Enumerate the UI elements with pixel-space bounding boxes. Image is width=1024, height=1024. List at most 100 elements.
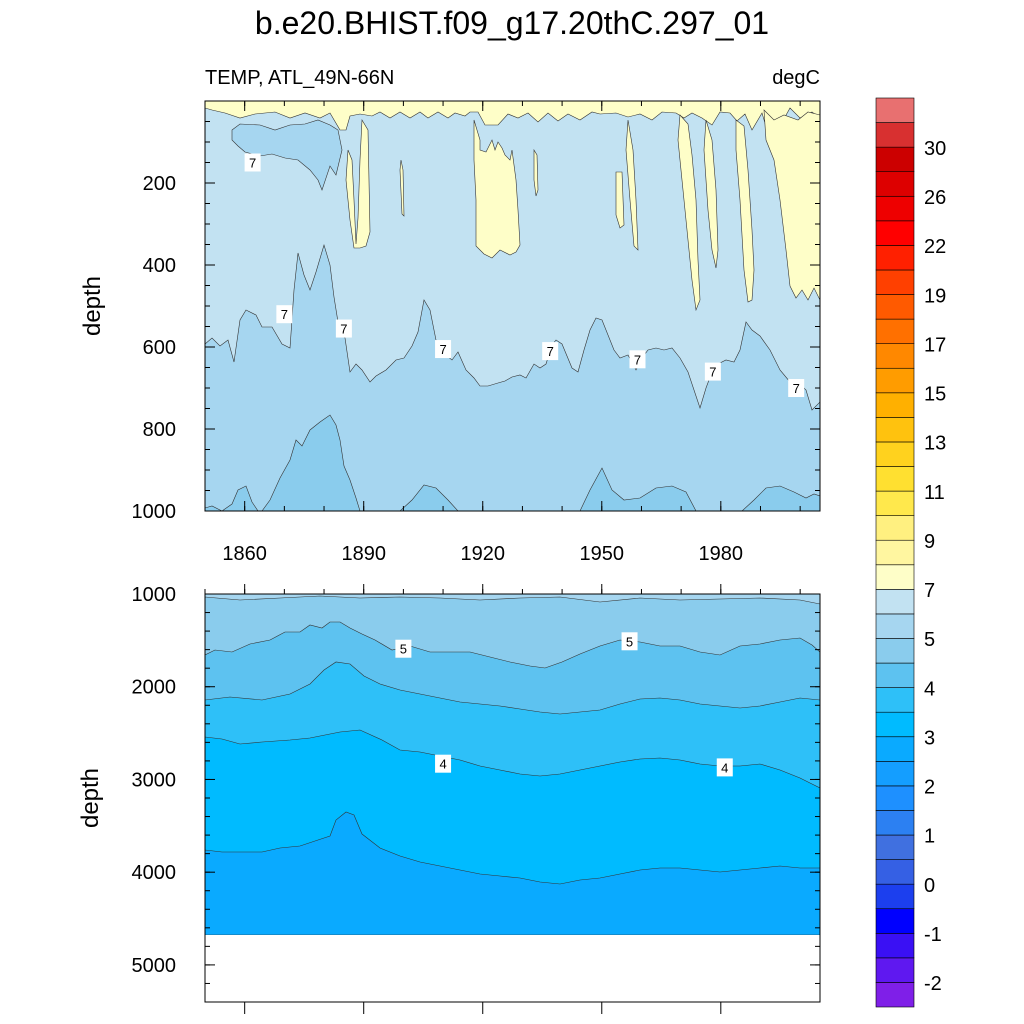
colorbar-box <box>875 171 915 197</box>
colorbar-label: 26 <box>924 187 946 209</box>
colorbar-box <box>875 564 915 590</box>
colorbar-box <box>875 490 915 516</box>
upper-xtick-label: 1890 <box>341 543 386 565</box>
colorbar-box <box>875 122 915 148</box>
colorbar-box <box>875 318 915 344</box>
colorbar-box <box>875 269 915 295</box>
lower-ytick-label: 5000 <box>132 955 177 977</box>
upper-xtick-label: 1920 <box>460 543 505 565</box>
contour-label: 5 <box>621 632 638 651</box>
colorbar-box <box>875 441 915 467</box>
colorbar-label: 4 <box>924 678 935 700</box>
upper-panel: 1860 1890 1920 1950 1980 200 400 600 800 1000 dep… <box>79 100 821 565</box>
tongue-1958 <box>625 119 639 251</box>
colorbar-label: -1 <box>924 924 942 946</box>
colorbar-box <box>875 687 915 713</box>
contour-label: 4 <box>435 754 452 773</box>
colorbar-box <box>875 638 915 664</box>
colorbar-box <box>875 245 915 271</box>
colorbar-box <box>875 982 915 1008</box>
colorbar: 30 26 22 19 17 15 13 11 9 7 5 4 3 2 1 0 -1 -2 <box>875 97 946 1008</box>
tongue-1889 <box>345 118 371 249</box>
contour-label-box <box>716 758 733 777</box>
colorbar-box <box>875 367 915 394</box>
contour-label-text: 4 <box>721 760 728 775</box>
upper-tick-labels: 1860 1890 1920 1950 1980 200 400 600 800 1000 <box>132 173 744 565</box>
tongue-1920 <box>473 119 521 259</box>
contour-label-box <box>435 340 452 359</box>
colorbar-box <box>875 761 915 787</box>
lower-ytick-label: 3000 <box>132 769 177 791</box>
no-data-region <box>205 935 820 1002</box>
colorbar-box <box>875 220 915 246</box>
colorbar-box <box>875 810 915 836</box>
colorbar-label: 19 <box>924 285 946 307</box>
upper-ytick-label: 600 <box>143 337 176 359</box>
band-5-6-a <box>261 414 361 511</box>
contour-label: 7 <box>542 342 559 361</box>
contour-label-box <box>335 319 352 338</box>
contour-label: 7 <box>629 350 646 369</box>
colorbar-label: -2 <box>924 973 942 995</box>
tongue-1934 <box>533 148 539 197</box>
upper-contour-fills <box>205 101 820 511</box>
band-5-6-c <box>399 484 459 511</box>
colorbar-label: 7 <box>924 580 935 602</box>
colorbar-box <box>875 294 915 320</box>
upper-xtick-label: 1980 <box>699 543 744 565</box>
contour-label-text: 7 <box>249 156 256 171</box>
colorbar-box <box>875 466 915 492</box>
colorbar-box <box>875 908 915 934</box>
colorbar-box <box>875 957 915 983</box>
contour-label-text: 7 <box>281 307 288 322</box>
colorbar-box <box>875 146 915 173</box>
band-warm-surface <box>205 101 820 141</box>
lower-ytick-label: 4000 <box>132 862 177 884</box>
upper-ylabel: depth <box>79 276 106 336</box>
upper-ticks <box>204 101 820 512</box>
colorbar-box <box>875 736 915 762</box>
colorbar-box <box>875 662 915 688</box>
colorbar-label: 9 <box>924 531 935 553</box>
colorbar-box <box>875 417 915 443</box>
contour-label: 5 <box>395 639 412 658</box>
contour-label-text: 7 <box>634 352 641 367</box>
colorbar-label: 15 <box>924 384 946 406</box>
contour-label-text: 4 <box>439 757 446 772</box>
colorbar-box <box>875 589 915 615</box>
colorbar-label: 22 <box>924 236 946 258</box>
colorbar-box <box>875 539 915 566</box>
contour-label-text: 5 <box>626 634 633 649</box>
contour-label: 7 <box>704 362 721 381</box>
lower-ytick-label: 1000 <box>132 584 177 606</box>
lower-contour-fills <box>205 594 820 1002</box>
upper-xtick-label: 1860 <box>222 543 267 565</box>
tongue-1955 <box>615 171 625 229</box>
colorbar-box <box>875 711 915 738</box>
contour-label: 7 <box>276 305 293 324</box>
contour-label-box <box>621 632 638 651</box>
contour-label-box <box>395 639 412 658</box>
colorbar-box <box>875 195 915 222</box>
upper-contour-labels: 7 7 7 7 7 7 7 7 <box>244 153 805 397</box>
lower-contour-labels: 5 5 4 4 <box>395 632 733 777</box>
colorbar-label: 17 <box>924 334 946 356</box>
colorbar-label: 0 <box>924 875 935 897</box>
contour-label: 7 <box>335 319 352 338</box>
contour-label-box <box>542 342 559 361</box>
contour-label-text: 7 <box>340 322 347 337</box>
colorbar-label: 1 <box>924 826 935 848</box>
colorbar-box <box>875 859 915 885</box>
band-3-low <box>205 811 820 936</box>
contour-label-text: 7 <box>709 365 716 380</box>
contour-label-box <box>276 305 293 324</box>
upper-ytick-label: 800 <box>143 419 176 441</box>
right-subtitle: degC <box>772 67 820 89</box>
lower-panel: 1000 2000 3000 4000 5000 depth 5 5 4 4 <box>77 584 821 1014</box>
colorbar-label: 30 <box>924 138 946 160</box>
colorbar-label: 11 <box>924 482 945 504</box>
band-5-6-d <box>579 467 697 511</box>
colorbar-box <box>875 834 915 860</box>
colorbar-box <box>875 932 915 959</box>
